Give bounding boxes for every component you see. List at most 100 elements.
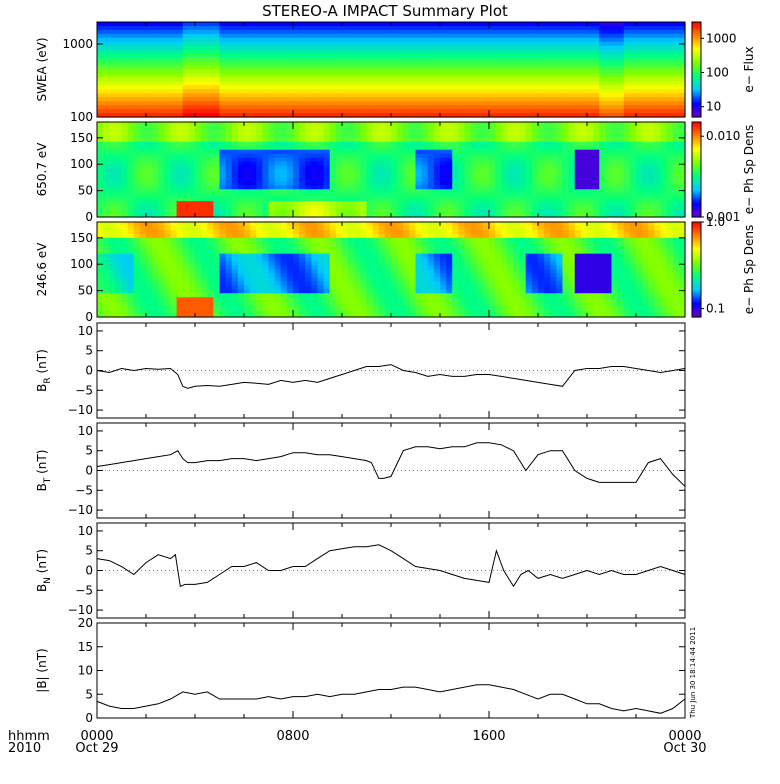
swea-cell — [183, 105, 190, 110]
pad650-cell — [97, 170, 104, 175]
pad246-cell — [109, 246, 116, 251]
swea-cell — [122, 26, 129, 31]
pad650-cell — [311, 146, 318, 151]
pad650-cell — [287, 170, 294, 175]
pad650-cell — [183, 142, 190, 147]
swea-cell — [661, 42, 668, 47]
swea-cell — [360, 93, 367, 98]
pad650-cell — [624, 130, 631, 135]
swea-cell — [115, 73, 122, 78]
swea-cell — [232, 81, 239, 86]
swea-cell — [667, 81, 674, 86]
pad650-cell — [514, 142, 521, 147]
swea-cell — [269, 34, 276, 39]
pad650-cell — [287, 181, 294, 186]
pad650-cell — [458, 154, 465, 159]
swea-cell — [544, 42, 551, 47]
swea-colorbar-label: e− Flux — [742, 46, 756, 92]
swea-cell — [213, 89, 220, 94]
swea-cell — [569, 70, 576, 75]
swea-cell — [416, 58, 423, 63]
pad650-cell — [397, 177, 404, 182]
swea-cell — [593, 81, 600, 86]
swea-cell — [109, 93, 116, 98]
pad650-cell — [385, 185, 392, 190]
swea-cell — [593, 30, 600, 35]
pad650-cell — [673, 130, 680, 135]
pad650-cell — [287, 166, 294, 171]
swea-cell — [256, 73, 263, 78]
swea-cell — [250, 105, 257, 110]
swea-cell — [305, 50, 312, 55]
swea-cell — [452, 89, 459, 94]
pad650-cell — [299, 209, 306, 214]
swea-cell — [373, 109, 380, 114]
pad650-cell — [164, 138, 171, 143]
pad650-cell — [440, 209, 447, 214]
pad650-cell — [152, 154, 159, 159]
swea-cell — [526, 89, 533, 94]
swea-cell — [556, 62, 563, 67]
swea-cell — [465, 101, 472, 106]
swea-cell — [520, 97, 527, 102]
pad650-cell — [612, 209, 619, 214]
swea-cell — [587, 62, 594, 67]
pad650-cell — [262, 138, 269, 143]
pad650-cell — [563, 177, 570, 182]
pad650-cell — [256, 189, 263, 194]
pad650-cell — [563, 201, 570, 206]
swea-cell — [532, 77, 539, 82]
swea-cell — [624, 85, 631, 90]
swea-cell — [661, 89, 668, 94]
pad246-cell — [109, 301, 116, 306]
swea-cell — [293, 81, 300, 86]
pad650-cell — [654, 185, 661, 190]
swea-cell — [281, 54, 288, 59]
swea-cell — [422, 66, 429, 71]
pad650-cell — [354, 185, 361, 190]
swea-cell — [673, 101, 680, 106]
swea-cell — [324, 93, 331, 98]
pad650-cell — [146, 126, 153, 131]
pad650-cell — [232, 189, 239, 194]
swea-cell — [244, 22, 251, 27]
pad650-cell — [440, 185, 447, 190]
swea-cell — [189, 66, 196, 71]
swea-cell — [605, 26, 612, 31]
swea-cell — [507, 77, 514, 82]
swea-cell — [287, 50, 294, 55]
swea-cell — [569, 38, 576, 43]
pad650-cell — [140, 197, 147, 202]
swea-cell — [103, 97, 110, 102]
pad650-cell — [416, 130, 423, 135]
swea-cell — [403, 109, 410, 114]
pad650-cell — [575, 154, 582, 159]
pad650-cell — [134, 197, 141, 202]
pad650-cell — [403, 181, 410, 186]
swea-cell — [489, 46, 496, 51]
swea-cell — [183, 54, 190, 59]
pad650-cell — [189, 138, 196, 143]
pad650-cell — [250, 138, 257, 143]
pad650-cell — [471, 181, 478, 186]
pad650-cell — [232, 162, 239, 167]
swea-cell — [256, 101, 263, 106]
swea-cell — [152, 73, 159, 78]
swea-cell — [581, 85, 588, 90]
swea-cell — [526, 50, 533, 55]
pad650-cell — [422, 158, 429, 163]
pad650-cell — [495, 122, 502, 127]
swea-cell — [373, 66, 380, 71]
pad650-cell — [367, 134, 374, 139]
swea-cell — [385, 38, 392, 43]
swea-cell — [514, 93, 521, 98]
pad650-cell — [213, 134, 220, 139]
swea-cell — [471, 62, 478, 67]
pad650-cell — [416, 170, 423, 175]
pad650-cell — [526, 130, 533, 135]
swea-cell — [134, 22, 141, 27]
swea-cell — [275, 26, 282, 31]
pad650-cell — [299, 162, 306, 167]
swea-cell — [569, 85, 576, 90]
swea-cell — [324, 101, 331, 106]
